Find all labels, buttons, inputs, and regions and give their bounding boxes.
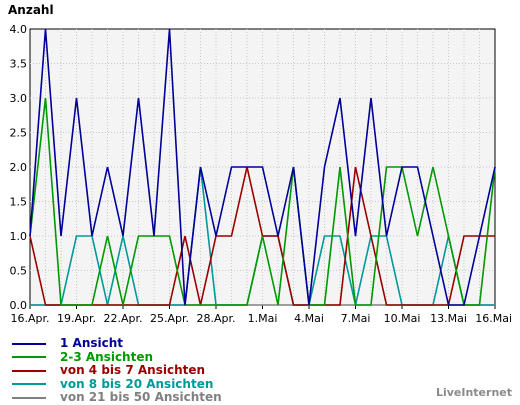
x-tick-label: 7.Mai: [341, 312, 371, 325]
legend-item: von 4 bis 7 Ansichten: [12, 364, 205, 377]
x-tick-label: 25.Apr.: [150, 312, 189, 325]
y-tick-label: 3.5: [10, 58, 28, 71]
y-tick-label: 2.5: [10, 127, 28, 140]
x-tick-label: 28.Apr.: [196, 312, 235, 325]
y-tick-label: 0.5: [10, 265, 28, 278]
chart-title: Anzahl: [8, 3, 54, 17]
series-lines: [29, 28, 496, 306]
x-axis-ticks: 16.Apr. 19.Apr. 22.Apr. 25.Apr. 28.Apr. 1.Mai…: [10, 305, 512, 325]
legend-swatch: [12, 369, 46, 372]
y-axis-ticks: 0.0 0.5 1.0 1.5 2.0 2.5 3.0 3.5 4.0: [10, 23, 28, 312]
y-tick-label: 3.0: [10, 92, 28, 105]
legend-swatch: [12, 396, 46, 399]
legend-label: 2-3 Ansichten: [60, 349, 154, 364]
x-tick-label: 10.Mai: [384, 312, 421, 325]
legend-item: 1 Ansicht: [12, 337, 123, 350]
series-line: [29, 97, 496, 306]
legend-label: von 8 bis 20 Ansichten: [60, 376, 214, 391]
brand-label: LiveInternet: [435, 386, 512, 399]
x-tick-label: 22.Apr.: [103, 312, 142, 325]
legend-label: von 4 bis 7 Ansichten: [60, 363, 206, 377]
x-tick-label: 16.Mai: [475, 312, 512, 325]
legend-label: 1 Ansicht: [60, 336, 124, 350]
x-tick-label: 16.Apr.: [10, 312, 49, 325]
legend-item: 2-3 Ansichten: [12, 349, 154, 364]
line-chart: Anzahl 0.0 0.5 1.0 1.5 2.0 2.5 3.0 3.5 4.0 16.Ap…: [8, 3, 512, 325]
legend-label: von 21 bis 50 Ansichten: [60, 390, 222, 404]
y-tick-label: 1.0: [10, 230, 28, 243]
x-tick-label: 13.Mai: [430, 312, 467, 325]
legend-swatch: [12, 342, 46, 345]
y-tick-label: 4.0: [10, 23, 28, 36]
y-tick-label: 0.0: [10, 299, 28, 312]
x-tick-label: 1.Mai: [248, 312, 278, 325]
x-tick-label: 19.Apr.: [57, 312, 96, 325]
series-line: [29, 28, 496, 306]
legend-item: von 21 bis 50 Ansichten: [12, 391, 222, 404]
legend-item: von 8 bis 20 Ansichten: [12, 376, 214, 391]
legend-swatch: [12, 356, 46, 358]
y-tick-label: 1.5: [10, 196, 28, 209]
y-tick-label: 2.0: [10, 161, 28, 174]
x-tick-label: 4.Mai: [294, 312, 324, 325]
legend-swatch: [12, 383, 46, 385]
